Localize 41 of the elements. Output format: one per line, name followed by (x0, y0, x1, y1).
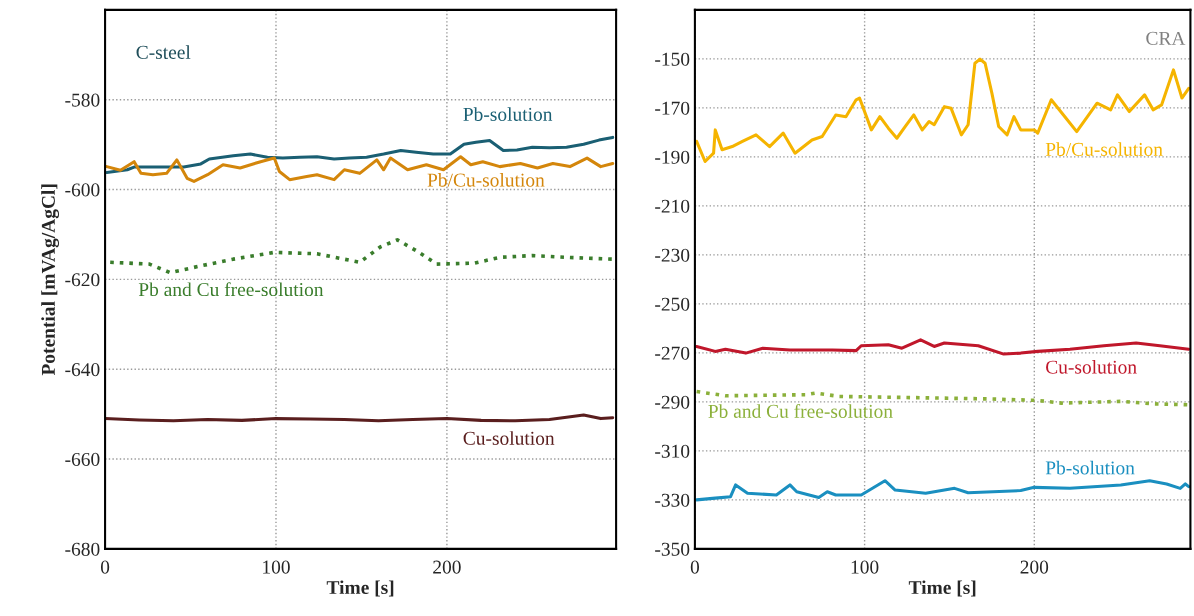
y-tick-label: -190 (655, 150, 690, 164)
y-tick-label: -270 (655, 346, 690, 360)
y-tick-label: -250 (655, 297, 690, 311)
series-label: Pb and Cu free-solution (138, 282, 324, 297)
y-tick-label: -640 (65, 363, 100, 377)
y-tick-label: -150 (655, 52, 690, 66)
x-tick-label: 0 (690, 560, 700, 574)
series-label: Pb-solution (1045, 460, 1135, 475)
line-series (108, 238, 615, 275)
text: C-steel (136, 45, 191, 59)
series-label: Pb and Cu free-solution (708, 404, 893, 418)
y-tick-label: -210 (655, 199, 690, 213)
x-axis-title: Time [s] (326, 580, 394, 597)
x-tick-label: 100 (851, 560, 879, 574)
x-tick-label: 200 (433, 560, 461, 574)
y-tick-label: -310 (655, 444, 690, 458)
y-tick-label: -230 (655, 248, 690, 262)
text: CRA (1146, 31, 1186, 45)
y-tick-label: -580 (65, 93, 100, 107)
y-tick-label: -330 (655, 493, 690, 507)
y-tick-label: -350 (655, 542, 690, 556)
series-label: Pb/Cu-solution (427, 172, 545, 187)
series-label: Cu-solution (1046, 360, 1137, 374)
series-label: Pb-solution (463, 107, 553, 121)
y-tick-label: -660 (65, 452, 100, 466)
x-tick-label: 0 (100, 560, 110, 574)
line-series (105, 135, 615, 174)
y-tick-label: -290 (655, 395, 690, 409)
line-series (695, 479, 1191, 502)
y-tick-label: -170 (655, 101, 690, 115)
y-axis-title: Potential [mVAg/AgCl] (41, 184, 60, 376)
line-series (695, 57, 1191, 164)
y-tick-label: -620 (65, 273, 100, 287)
series-label: Pb/Cu-solution (1045, 142, 1163, 156)
x-tick-label: 100 (263, 560, 290, 574)
y-tick-label: -600 (65, 183, 100, 197)
line-series (695, 338, 1191, 356)
y-tick-label: -680 (65, 542, 100, 556)
series-label: Cu-solution (463, 431, 555, 445)
x-axis-title: Time [s] (908, 580, 976, 597)
x-tick-label: 200 (1020, 560, 1049, 574)
